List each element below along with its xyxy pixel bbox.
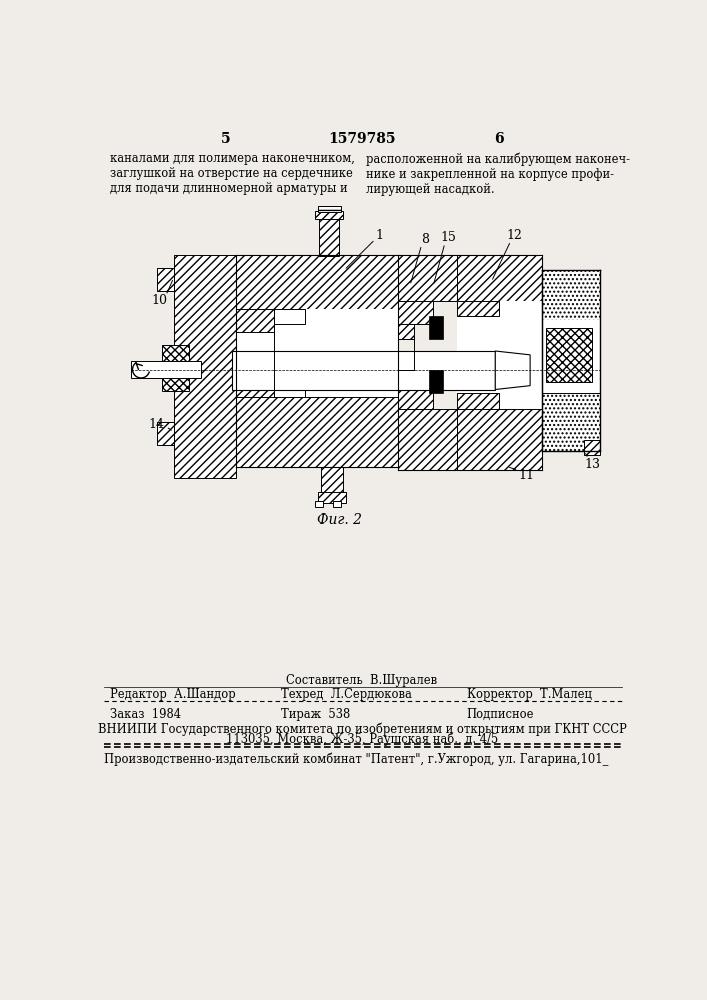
- Bar: [457, 255, 542, 301]
- Bar: [235, 255, 398, 309]
- Bar: [457, 393, 499, 409]
- Text: Заказ  1984: Заказ 1984: [110, 708, 181, 721]
- Text: ВНИИПИ Государственного комитета по изобретениям и открытиям при ГКНТ СССР: ВНИИПИ Государственного комитета по изоб…: [98, 722, 626, 736]
- Bar: [333, 501, 341, 507]
- Bar: [156, 268, 174, 291]
- Bar: [398, 324, 414, 339]
- Bar: [317, 492, 346, 503]
- Text: Производственно-издательский комбинат "Патент", г.Ужгород, ул. Гагарина,101_: Производственно-издательский комбинат "П…: [104, 753, 608, 766]
- Text: 1579785: 1579785: [328, 132, 396, 146]
- Bar: [542, 270, 600, 320]
- Text: 5: 5: [221, 132, 230, 146]
- Bar: [235, 397, 398, 466]
- Bar: [429, 316, 443, 339]
- Bar: [317, 206, 341, 212]
- Text: 1: 1: [375, 229, 383, 242]
- Bar: [542, 393, 600, 451]
- Bar: [274, 382, 305, 397]
- Bar: [457, 301, 542, 409]
- Bar: [457, 301, 499, 316]
- Text: расположенной на калибрующем наконеч-
нике и закрепленной на корпусе профи-
лиру: расположенной на калибрующем наконеч- ни…: [366, 152, 630, 196]
- Bar: [320, 214, 339, 256]
- Bar: [235, 374, 274, 397]
- Text: 14: 14: [148, 418, 165, 431]
- Text: каналами для полимера наконечником,
заглушкой на отверстие на сердечнике
для под: каналами для полимера наконечником, загл…: [110, 152, 355, 195]
- Text: Техред  Л.Сердюкова: Техред Л.Сердюкова: [281, 688, 411, 701]
- Bar: [398, 409, 457, 470]
- Bar: [315, 211, 344, 219]
- Bar: [162, 345, 189, 391]
- Bar: [235, 309, 398, 397]
- Bar: [174, 255, 235, 478]
- Bar: [546, 328, 592, 382]
- Bar: [398, 301, 433, 324]
- Bar: [321, 466, 343, 493]
- Text: Составитель  В.Шуралев: Составитель В.Шуралев: [286, 674, 438, 687]
- Text: Корректор  Т.Малец: Корректор Т.Малец: [467, 688, 592, 701]
- Bar: [429, 370, 443, 393]
- Text: 6: 6: [494, 132, 504, 146]
- Bar: [156, 422, 174, 445]
- Bar: [232, 351, 495, 389]
- Text: Тираж  538: Тираж 538: [281, 708, 350, 721]
- Bar: [585, 440, 600, 455]
- Bar: [134, 363, 199, 376]
- Text: 15: 15: [440, 231, 457, 244]
- Polygon shape: [495, 351, 530, 389]
- Text: Фиг. 2: Фиг. 2: [317, 513, 362, 527]
- Bar: [131, 361, 201, 378]
- Bar: [315, 501, 323, 507]
- Text: 12: 12: [507, 229, 522, 242]
- Text: 13: 13: [584, 458, 600, 471]
- Text: 113035, Москва, Ж-35, Раушская наб., д. 4/5: 113035, Москва, Ж-35, Раушская наб., д. …: [226, 733, 498, 746]
- Text: 11: 11: [518, 469, 534, 482]
- Bar: [398, 386, 433, 409]
- Text: 10: 10: [152, 294, 168, 307]
- Bar: [398, 255, 457, 301]
- Bar: [457, 409, 542, 470]
- Text: 8: 8: [421, 233, 428, 246]
- Bar: [542, 320, 600, 393]
- Bar: [235, 309, 274, 332]
- Text: Подписное: Подписное: [467, 708, 534, 721]
- Text: Редактор  А.Шандор: Редактор А.Шандор: [110, 688, 235, 701]
- Bar: [274, 309, 305, 324]
- Bar: [398, 370, 414, 386]
